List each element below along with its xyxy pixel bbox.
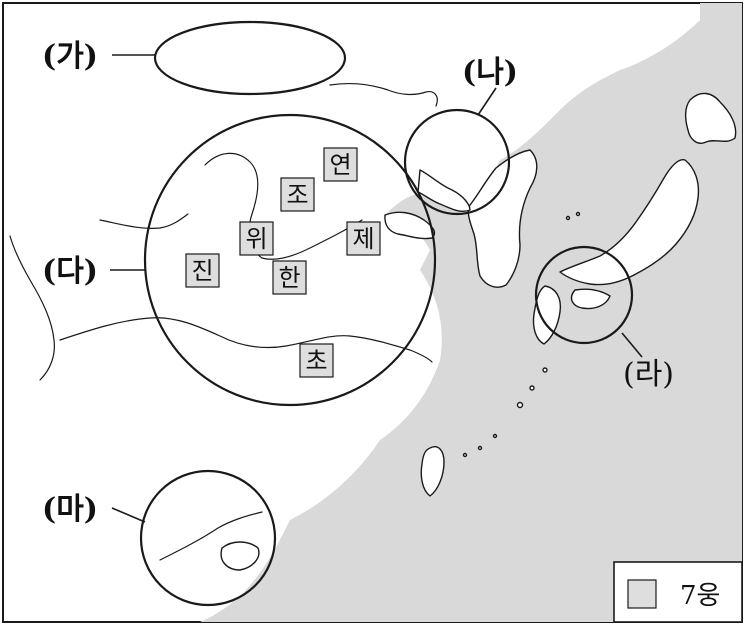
sea-area	[200, 3, 742, 622]
region-label-da: (다)	[42, 254, 98, 289]
region-label-na: (나)	[462, 55, 518, 90]
honshu	[559, 159, 700, 286]
region-label-ma: (마)	[42, 492, 98, 527]
region-ma-circle	[139, 469, 277, 607]
region-label-ga: (가)	[42, 39, 98, 74]
legend-label: 7웅	[680, 581, 720, 611]
region-ra-circle	[534, 245, 634, 345]
taiwan	[420, 446, 445, 497]
liaodong-peninsula	[417, 169, 471, 213]
state-jin: 진	[185, 253, 220, 288]
korean-peninsula	[467, 149, 538, 288]
state-wi: 위	[239, 221, 274, 256]
region-label-ra: (라)	[623, 357, 674, 392]
hainan	[220, 541, 260, 571]
northern-river	[329, 83, 438, 107]
state-han: 한	[272, 260, 307, 295]
region-na-circle	[403, 108, 511, 216]
state-cho: 초	[299, 343, 334, 378]
state-yeon-label: 연	[329, 151, 351, 179]
region-da-circle	[143, 113, 437, 407]
ryukyu-islands	[462, 211, 581, 458]
state-jin-label: 진	[191, 257, 213, 285]
state-wi-label: 위	[245, 225, 267, 253]
leizhou-coast	[159, 511, 263, 561]
state-yeon: 연	[323, 147, 358, 182]
leader-na	[477, 87, 497, 116]
yangtze-river	[59, 317, 433, 363]
state-jo-label: 조	[286, 181, 308, 209]
legend-swatch	[627, 579, 657, 609]
shikoku	[570, 288, 611, 310]
state-je: 제	[346, 221, 381, 256]
state-cho-label: 초	[305, 347, 327, 375]
leader-ma	[111, 507, 146, 523]
hokkaido	[684, 92, 737, 144]
leader-ra	[621, 332, 643, 358]
state-han-label: 한	[278, 264, 300, 292]
state-je-label: 제	[352, 225, 374, 253]
south-coast	[9, 235, 55, 381]
state-jo: 조	[280, 177, 315, 212]
shandong-peninsula	[384, 211, 436, 240]
legend: 7웅	[613, 561, 743, 623]
region-ga-ellipse	[153, 20, 347, 96]
western-river	[99, 213, 189, 229]
